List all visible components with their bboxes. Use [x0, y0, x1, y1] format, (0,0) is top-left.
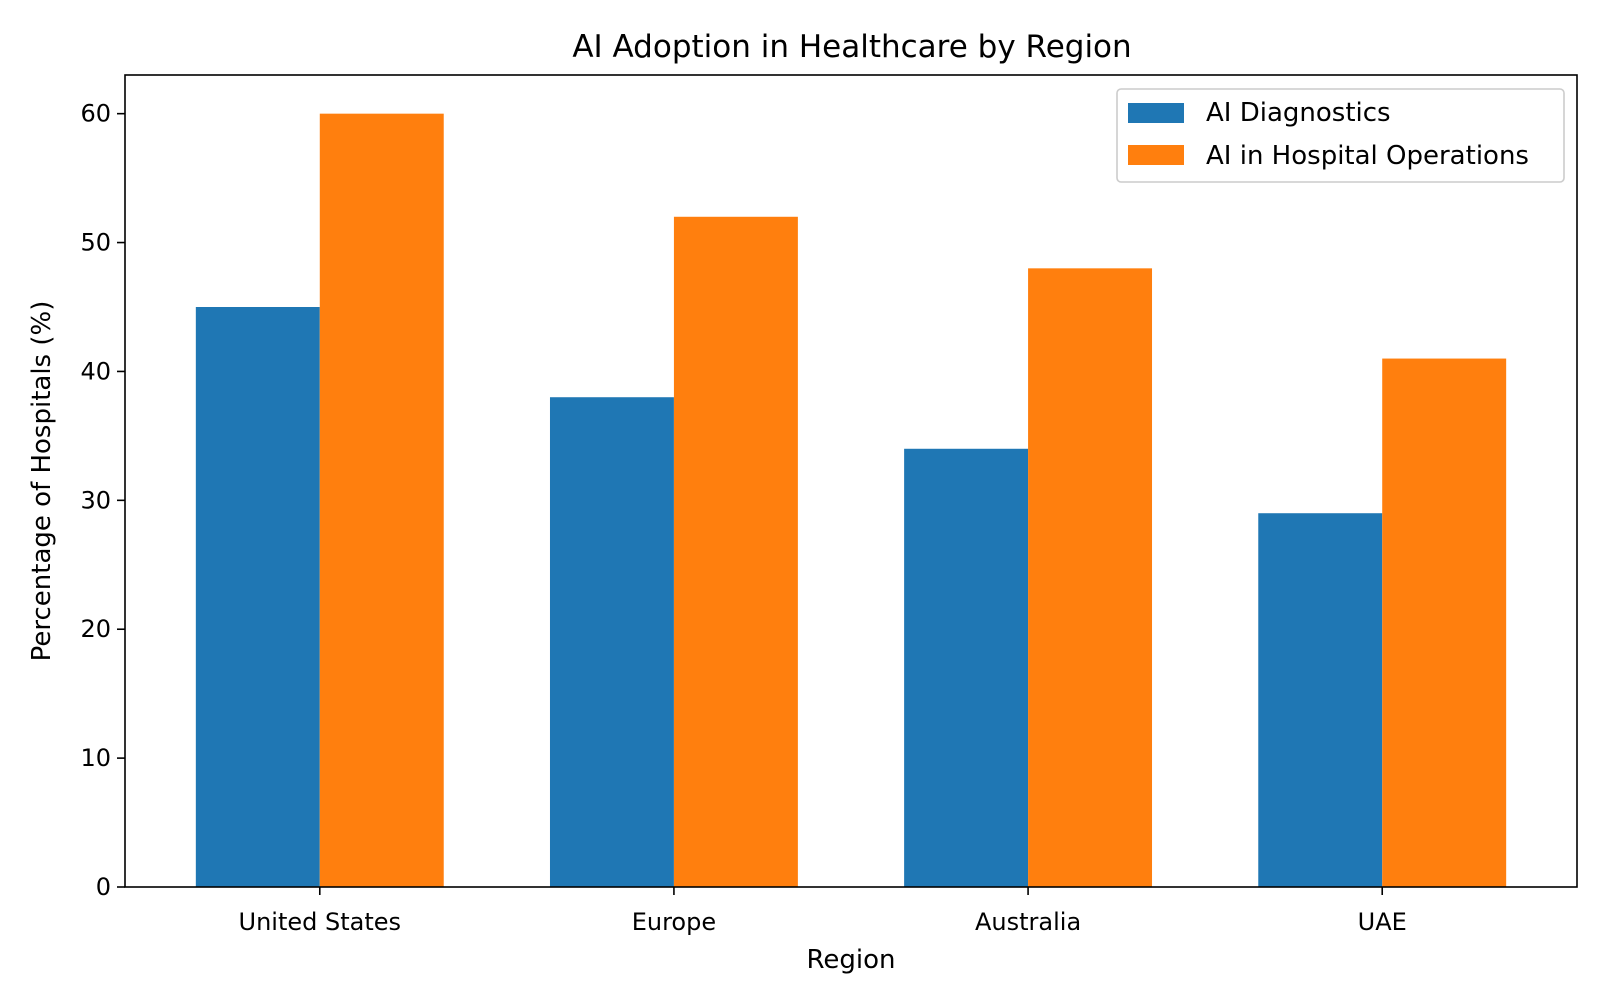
bar-ai-diagnostics-uae [1258, 513, 1383, 887]
bar-ai-diagnostics-europe [549, 397, 674, 887]
bars-group [195, 113, 1507, 887]
x-tick-label-europe: Europe [632, 908, 716, 936]
plot-frame [124, 74, 1578, 888]
y-tick-label: 60 [80, 100, 111, 128]
y-tick-label: 20 [80, 615, 111, 643]
y-tick-label: 50 [80, 229, 111, 257]
y-axis-label: Percentage of Hospitals (%) [27, 301, 57, 662]
x-axis: United States Europe Australia UAE [239, 887, 1407, 936]
y-tick-label: 10 [80, 744, 111, 772]
bar-ai-in-hospital-operations-uae [1382, 358, 1507, 887]
y-tick-label: 40 [80, 357, 111, 385]
legend: AI Diagnostics AI in Hospital Operations [1116, 88, 1565, 183]
bar-ai-diagnostics-united-states [195, 307, 320, 887]
x-tick-label-uae: UAE [1358, 908, 1407, 936]
x-tick-label-united-states: United States [239, 908, 402, 936]
legend-swatch-ai-hospital-operations [1128, 145, 1184, 165]
y-axis: 0 10 20 30 40 50 60 [80, 100, 125, 901]
legend-label-ai-hospital-operations: AI in Hospital Operations [1206, 141, 1529, 171]
legend-frame [1116, 88, 1565, 183]
legend-swatch-ai-diagnostics [1128, 103, 1184, 123]
bar-ai-diagnostics-australia [904, 448, 1029, 887]
chart-title: AI Adoption in Healthcare by Region [572, 29, 1131, 65]
bar-ai-in-hospital-operations-united-states [319, 113, 444, 887]
y-tick-label: 0 [96, 873, 111, 901]
y-tick-label: 30 [80, 486, 111, 514]
bar-ai-in-hospital-operations-europe [673, 216, 798, 887]
x-axis-label: Region [806, 945, 895, 975]
bar-ai-in-hospital-operations-australia [1028, 268, 1153, 887]
legend-label-ai-diagnostics: AI Diagnostics [1206, 98, 1391, 128]
x-tick-label-australia: Australia [975, 908, 1081, 936]
